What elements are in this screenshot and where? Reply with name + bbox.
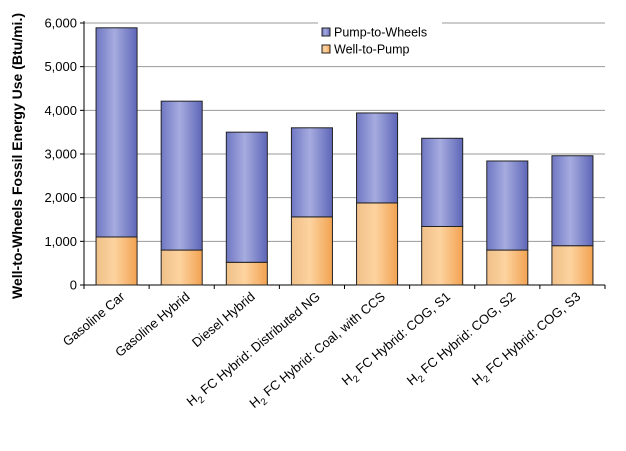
y-tick-label: 2,000 (44, 190, 77, 205)
legend: Pump-to-Wheels Well-to-Pump (318, 21, 442, 62)
y-tick-label: 4,000 (44, 103, 77, 118)
bar-segment (551, 245, 594, 286)
legend-swatch (321, 44, 331, 54)
bar-segment (421, 225, 464, 286)
bar-segment (225, 261, 268, 286)
bar-segment (225, 131, 268, 263)
legend-swatch (321, 27, 331, 37)
bar-segment (160, 100, 203, 251)
x-tick-label: H2 FC Hybrid: COG, S3 (469, 289, 586, 391)
bars (95, 27, 594, 286)
y-tick-label: 1,000 (44, 234, 77, 249)
x-tick-label: Gasoline Car (60, 288, 128, 349)
y-tick-label: 6,000 (44, 16, 77, 31)
bar-segment (95, 27, 138, 238)
legend-label: Well-to-Pump (334, 43, 410, 57)
y-tick-label: 5,000 (44, 59, 77, 74)
legend-label: Pump-to-Wheels (334, 26, 427, 40)
bar-segment (356, 202, 399, 286)
x-tick-label: Diesel Hybrid (189, 289, 258, 350)
y-tick-labels: 0 1,000 2,000 3,000 4,000 5,000 6,000 (44, 16, 77, 293)
bar-segment (290, 216, 333, 286)
bar-segment (421, 137, 464, 227)
bar-segment (290, 127, 333, 218)
x-tick-label: H2 FC Hybrid: COG, S1 (339, 289, 456, 391)
bar-segment (486, 249, 529, 286)
y-tick-label: 3,000 (44, 147, 77, 162)
x-tick-label: H2 FC Hybrid: COG, S2 (404, 289, 521, 391)
bar-segment (160, 249, 203, 286)
bar-segment (486, 160, 529, 251)
bar-segment (356, 112, 399, 204)
bar-segment (95, 236, 138, 286)
bar-segment (551, 155, 594, 247)
y-axis-label: Well-to-Wheels Fossil Energy Use (Btu/mi… (9, 13, 25, 299)
legend-box (318, 21, 442, 62)
y-tick-label: 0 (70, 278, 77, 293)
